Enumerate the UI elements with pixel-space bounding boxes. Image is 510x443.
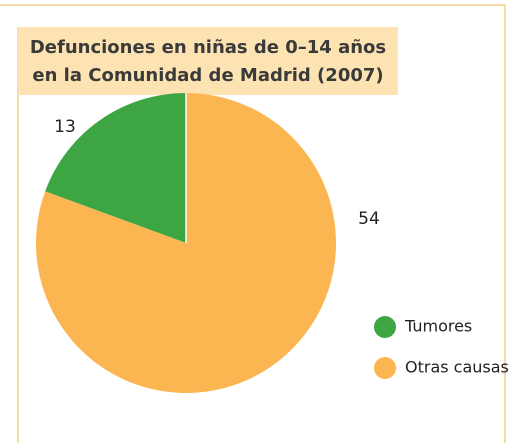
pie-slice xyxy=(45,93,186,243)
chart-title: en la Comunidad de Madrid (2007) xyxy=(32,65,383,86)
title-box xyxy=(18,27,398,95)
legend-swatch xyxy=(374,316,396,338)
legend-label: Tumores xyxy=(404,317,472,336)
value-label: 13 xyxy=(54,117,76,137)
chart-title: Defunciones en niñas de 0–14 años xyxy=(30,37,386,58)
legend-swatch xyxy=(374,357,396,379)
legend-label: Otras causas xyxy=(405,358,509,377)
value-label: 54 xyxy=(358,209,380,229)
